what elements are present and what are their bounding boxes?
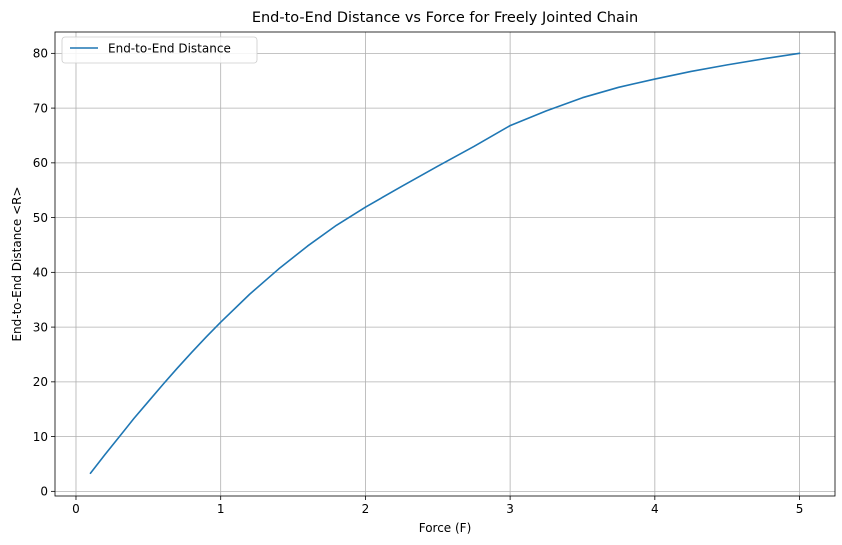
grid bbox=[55, 32, 835, 496]
x-tick-label: 1 bbox=[217, 502, 225, 516]
x-tick-label: 2 bbox=[362, 502, 370, 516]
chart-title: End-to-End Distance vs Force for Freely … bbox=[252, 10, 638, 26]
x-tick-label: 5 bbox=[796, 502, 804, 516]
y-axis-label: End-to-End Distance <R> bbox=[10, 186, 24, 341]
x-tick-label: 4 bbox=[651, 502, 659, 516]
y-tick-label: 70 bbox=[33, 101, 48, 115]
legend: End-to-End Distance bbox=[61, 36, 258, 64]
y-tick-label: 30 bbox=[33, 320, 48, 334]
legend-box bbox=[61, 36, 258, 64]
y-tick-label: 40 bbox=[33, 266, 48, 280]
x-axis-label: Force (F) bbox=[419, 521, 472, 535]
x-tick-label: 0 bbox=[72, 502, 80, 516]
x-tick-label: 3 bbox=[506, 502, 514, 516]
y-tick-label: 10 bbox=[33, 430, 48, 444]
series-layer bbox=[89, 52, 801, 475]
series-line bbox=[89, 52, 801, 475]
y-tick-label: 50 bbox=[33, 211, 48, 225]
y-tick-label: 0 bbox=[40, 485, 48, 499]
legend-label: End-to-End Distance bbox=[108, 42, 231, 56]
y-tick-label: 60 bbox=[33, 156, 48, 170]
plot-frame bbox=[54, 31, 836, 497]
y-tick-label: 80 bbox=[33, 47, 48, 61]
y-tick-label: 20 bbox=[33, 375, 48, 389]
